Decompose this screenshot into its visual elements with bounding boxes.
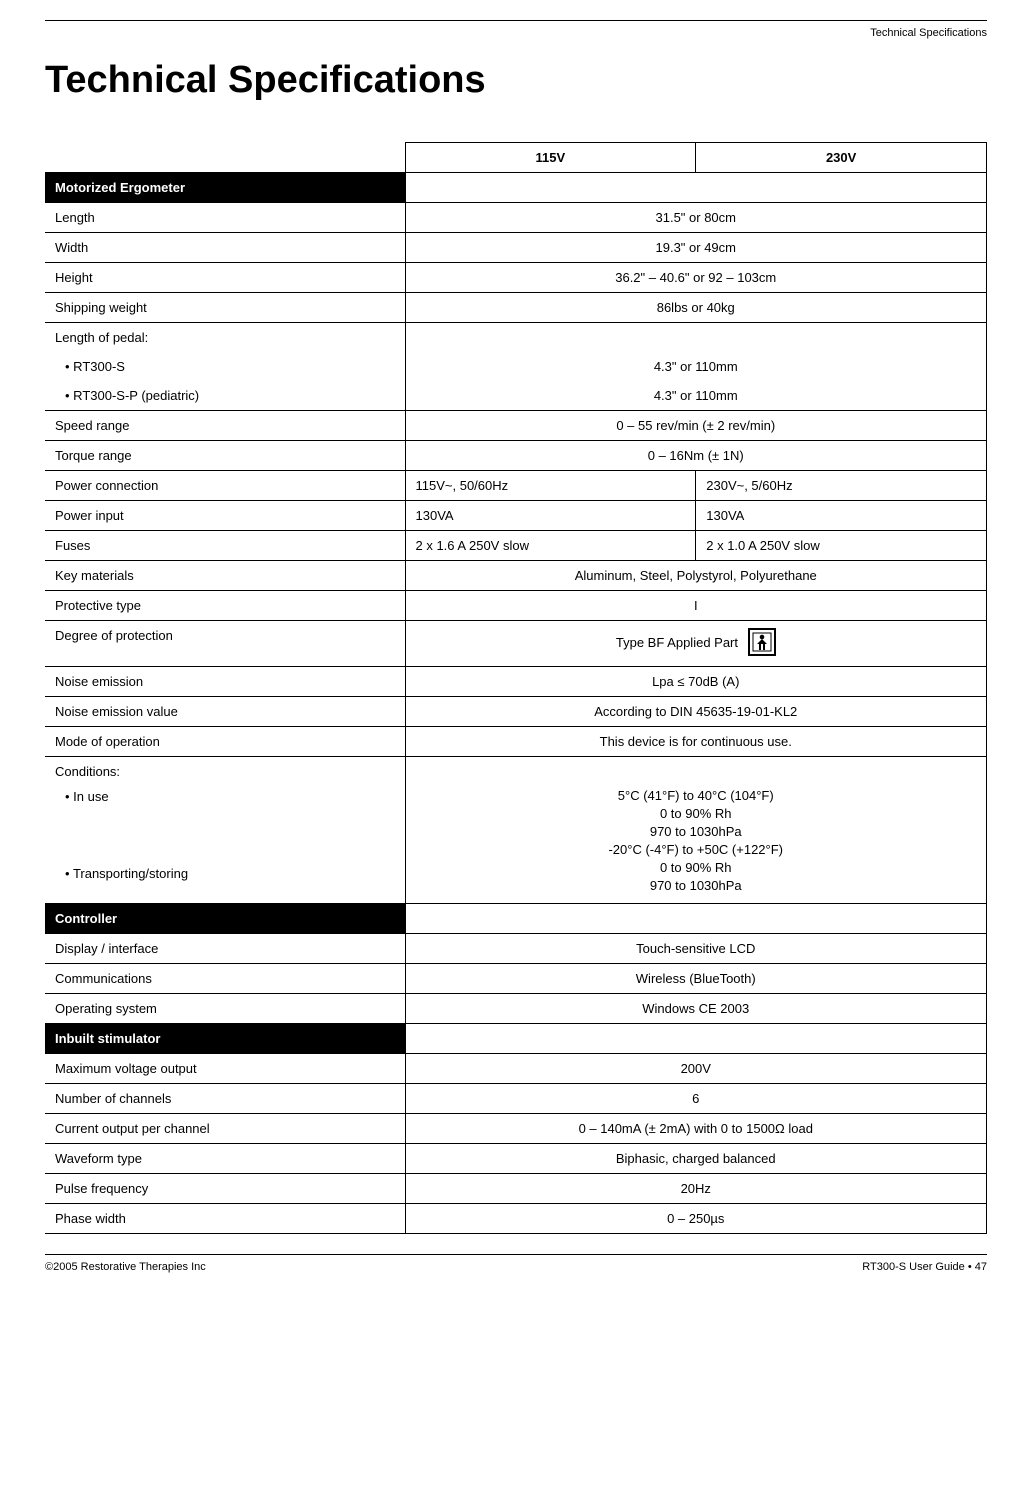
- row-maxv-value: 200V: [405, 1054, 987, 1084]
- row-pedal-label: Length of pedal:: [45, 323, 405, 353]
- cond-inuse-l2: 0 to 90% Rh: [416, 806, 977, 821]
- row-degree-label: Degree of protection: [45, 621, 405, 667]
- row-powerinput-115: 130VA: [405, 501, 696, 531]
- row-display-label: Display / interface: [45, 934, 405, 964]
- cond-inuse-l1: 5°C (41°F) to 40°C (104°F): [416, 788, 977, 803]
- row-noise-label: Noise emission: [45, 667, 405, 697]
- row-powerconn-label: Power connection: [45, 471, 405, 501]
- row-phase-label: Phase width: [45, 1204, 405, 1234]
- row-shipping-label: Shipping weight: [45, 293, 405, 323]
- row-torque-label: Torque range: [45, 441, 405, 471]
- page-title: Technical Specifications: [45, 59, 987, 102]
- row-comm-label: Communications: [45, 964, 405, 994]
- conditions-inuse-label: In use: [55, 789, 395, 804]
- row-pedal-blank: [405, 323, 987, 353]
- row-waveform-value: Biphasic, charged balanced: [405, 1144, 987, 1174]
- row-protective-value: I: [405, 591, 987, 621]
- row-protective-label: Protective type: [45, 591, 405, 621]
- row-length-value: 31.5" or 80cm: [405, 203, 987, 233]
- row-noiseval-value: According to DIN 45635-19-01-KL2: [405, 697, 987, 727]
- section-stimulator-blank: [405, 1024, 987, 1054]
- row-phase-value: 0 – 250µs: [405, 1204, 987, 1234]
- section-stimulator: Inbuilt stimulator: [45, 1024, 405, 1054]
- row-os-label: Operating system: [45, 994, 405, 1024]
- cond-transport-l2: 0 to 90% Rh: [416, 860, 977, 875]
- row-speed-label: Speed range: [45, 411, 405, 441]
- row-conditions-label: Conditions: In use Transporting/storing: [45, 757, 405, 904]
- row-powerconn-230: 230V~, 5/60Hz: [696, 471, 987, 501]
- row-fuses-230: 2 x 1.0 A 250V slow: [696, 531, 987, 561]
- row-noise-value: Lpa ≤ 70dB (A): [405, 667, 987, 697]
- row-pedal-rt300s-label: RT300-S: [45, 352, 405, 381]
- row-pedal-rt300sp-label: RT300-S-P (pediatric): [45, 381, 405, 411]
- footer-left: ©2005 Restorative Therapies Inc: [45, 1261, 206, 1273]
- row-materials-value: Aluminum, Steel, Polystyrol, Polyurethan…: [405, 561, 987, 591]
- empty-corner: [45, 143, 405, 173]
- row-current-value: 0 – 140mA (± 2mA) with 0 to 1500Ω load: [405, 1114, 987, 1144]
- row-length-label: Length: [45, 203, 405, 233]
- row-pedal-rt300sp-value: 4.3" or 110mm: [405, 381, 987, 411]
- row-powerinput-label: Power input: [45, 501, 405, 531]
- conditions-transport-label: Transporting/storing: [55, 866, 395, 881]
- row-mode-value: This device is for continuous use.: [405, 727, 987, 757]
- row-powerconn-115: 115V~, 50/60Hz: [405, 471, 696, 501]
- row-maxv-label: Maximum voltage output: [45, 1054, 405, 1084]
- row-freq-value: 20Hz: [405, 1174, 987, 1204]
- row-waveform-label: Waveform type: [45, 1144, 405, 1174]
- row-width-label: Width: [45, 233, 405, 263]
- row-speed-value: 0 – 55 rev/min (± 2 rev/min): [405, 411, 987, 441]
- conditions-head: Conditions:: [55, 764, 395, 779]
- col-230v: 230V: [696, 143, 987, 173]
- row-display-value: Touch-sensitive LCD: [405, 934, 987, 964]
- running-head: Technical Specifications: [45, 27, 987, 39]
- row-height-label: Height: [45, 263, 405, 293]
- section-controller: Controller: [45, 904, 405, 934]
- row-powerinput-230: 130VA: [696, 501, 987, 531]
- section-controller-blank: [405, 904, 987, 934]
- row-current-label: Current output per channel: [45, 1114, 405, 1144]
- row-freq-label: Pulse frequency: [45, 1174, 405, 1204]
- spec-table: 115V 230V Motorized Ergometer Length 31.…: [45, 142, 987, 1234]
- section-ergometer-blank: [405, 173, 987, 203]
- row-mode-label: Mode of operation: [45, 727, 405, 757]
- bullet-rt300sp: RT300-S-P (pediatric): [55, 388, 199, 403]
- row-fuses-115: 2 x 1.6 A 250V slow: [405, 531, 696, 561]
- cond-inuse-l3: 970 to 1030hPa: [416, 824, 977, 839]
- row-channels-label: Number of channels: [45, 1084, 405, 1114]
- row-comm-value: Wireless (BlueTooth): [405, 964, 987, 994]
- col-115v: 115V: [405, 143, 696, 173]
- footer-right: RT300-S User Guide • 47: [862, 1261, 987, 1273]
- type-bf-icon: [748, 628, 776, 659]
- row-fuses-label: Fuses: [45, 531, 405, 561]
- row-shipping-value: 86lbs or 40kg: [405, 293, 987, 323]
- row-height-value: 36.2" – 40.6" or 92 – 103cm: [405, 263, 987, 293]
- row-materials-label: Key materials: [45, 561, 405, 591]
- row-channels-value: 6: [405, 1084, 987, 1114]
- row-noiseval-label: Noise emission value: [45, 697, 405, 727]
- row-width-value: 19.3" or 49cm: [405, 233, 987, 263]
- cond-transport-l3: 970 to 1030hPa: [416, 878, 977, 893]
- row-pedal-rt300s-value: 4.3" or 110mm: [405, 352, 987, 381]
- footer: ©2005 Restorative Therapies Inc RT300-S …: [45, 1254, 987, 1273]
- row-torque-value: 0 – 16Nm (± 1N): [405, 441, 987, 471]
- cond-transport-l1: -20°C (-4°F) to +50C (+122°F): [416, 842, 977, 857]
- degree-text: Type BF Applied Part: [616, 635, 738, 650]
- bullet-rt300s: RT300-S: [55, 359, 125, 374]
- section-ergometer: Motorized Ergometer: [45, 173, 405, 203]
- row-conditions-value: 5°C (41°F) to 40°C (104°F) 0 to 90% Rh 9…: [405, 757, 987, 904]
- row-os-value: Windows CE 2003: [405, 994, 987, 1024]
- row-degree-value: Type BF Applied Part: [405, 621, 987, 667]
